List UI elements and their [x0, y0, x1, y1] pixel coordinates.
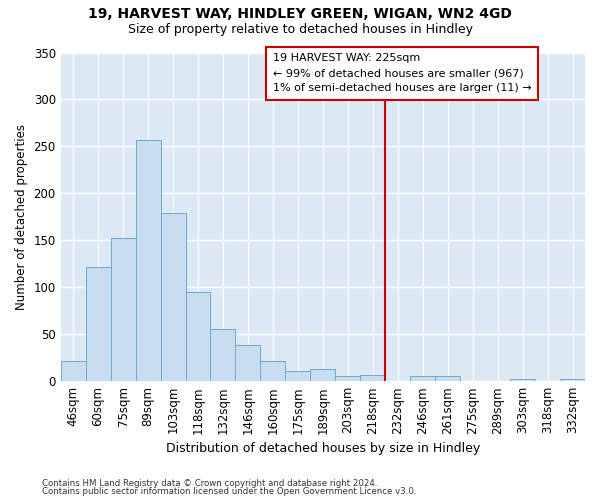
Bar	[235, 346, 260, 381]
Text: 19, HARVEST WAY, HINDLEY GREEN, WIGAN, WN2 4GD: 19, HARVEST WAY, HINDLEY GREEN, WIGAN, W…	[88, 8, 512, 22]
Text: Contains public sector information licensed under the Open Government Licence v3: Contains public sector information licen…	[42, 487, 416, 496]
Bar	[260, 360, 286, 381]
Bar	[435, 376, 460, 381]
Bar	[510, 380, 535, 381]
Bar	[410, 376, 435, 381]
Bar	[335, 376, 360, 381]
Bar	[560, 380, 585, 381]
Bar	[86, 266, 110, 381]
Bar	[110, 238, 136, 381]
Text: Size of property relative to detached houses in Hindley: Size of property relative to detached ho…	[128, 22, 473, 36]
Bar	[286, 371, 310, 381]
Bar	[211, 328, 235, 381]
Bar	[310, 369, 335, 381]
Text: Contains HM Land Registry data © Crown copyright and database right 2024.: Contains HM Land Registry data © Crown c…	[42, 478, 377, 488]
Bar	[136, 140, 161, 381]
X-axis label: Distribution of detached houses by size in Hindley: Distribution of detached houses by size …	[166, 442, 480, 455]
Bar	[185, 292, 211, 381]
Bar	[61, 360, 86, 381]
Text: 19 HARVEST WAY: 225sqm
← 99% of detached houses are smaller (967)
1% of semi-det: 19 HARVEST WAY: 225sqm ← 99% of detached…	[273, 54, 532, 93]
Y-axis label: Number of detached properties: Number of detached properties	[15, 124, 28, 310]
Bar	[161, 213, 185, 381]
Bar	[360, 374, 385, 381]
